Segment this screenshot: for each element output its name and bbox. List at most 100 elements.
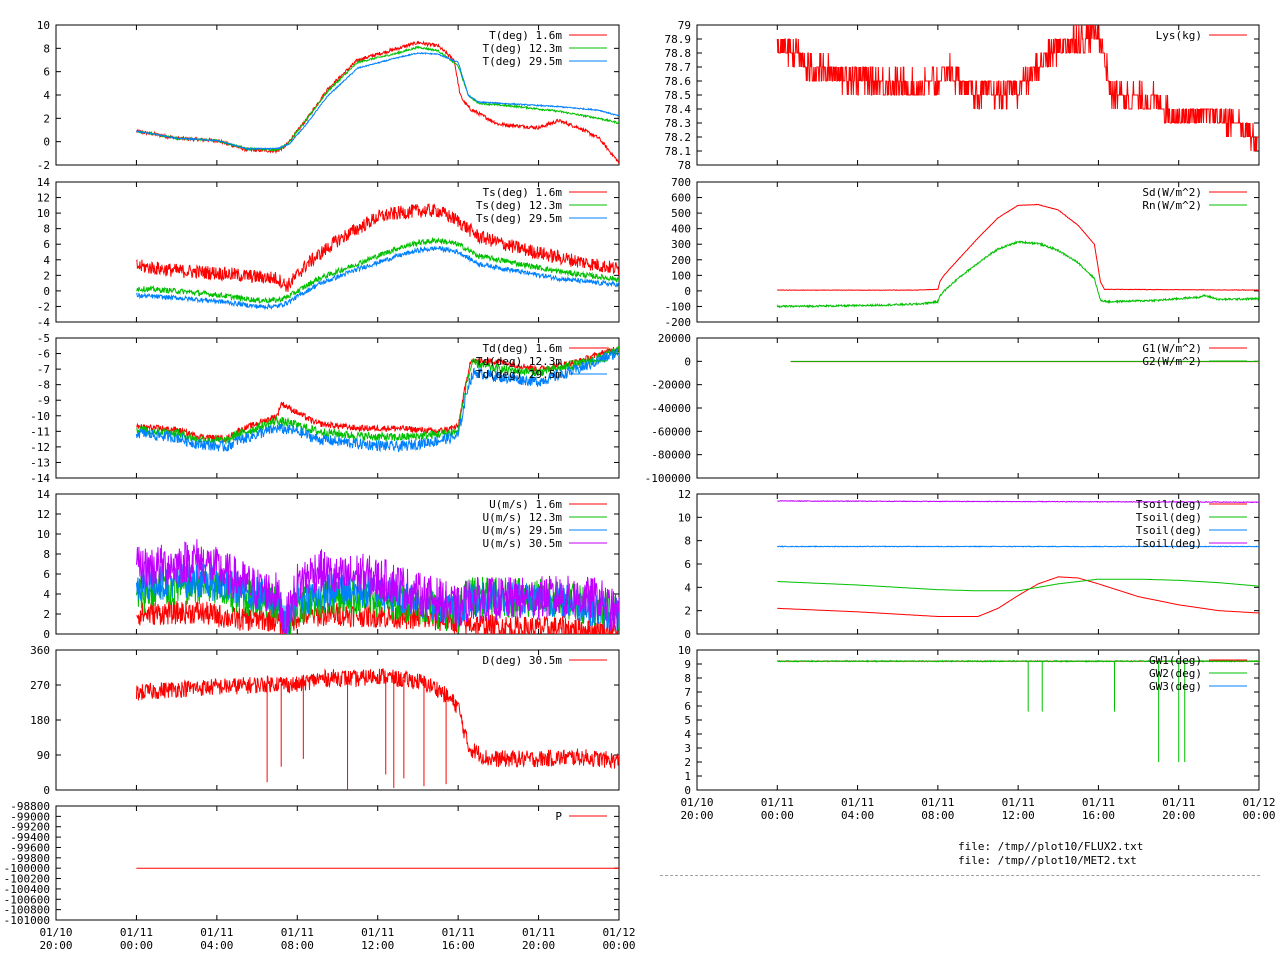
y-tick-label: 400 bbox=[671, 223, 691, 236]
legend-label: U(m/s) 12.3m bbox=[483, 511, 563, 524]
y-tick-label: 12 bbox=[678, 488, 691, 501]
legend-label: Ts(deg) 1.6m bbox=[483, 186, 563, 199]
y-tick-label: -100 bbox=[665, 300, 692, 313]
x-tick-label-date: 01/11 bbox=[522, 926, 555, 939]
y-tick-label: 10 bbox=[678, 511, 691, 524]
x-tick-label-date: 01/10 bbox=[39, 926, 72, 939]
x-tick-label-time: 12:00 bbox=[361, 939, 394, 952]
x-tick-label-time: 04:00 bbox=[841, 809, 874, 822]
y-tick-label: -14 bbox=[30, 472, 50, 485]
legend-label: Td(deg) 12.3m bbox=[476, 355, 562, 368]
x-tick-label-time: 12:00 bbox=[1002, 809, 1035, 822]
y-tick-label: -200 bbox=[665, 316, 692, 329]
y-tick-label: 90 bbox=[37, 749, 50, 762]
y-tick-label: 10 bbox=[678, 644, 691, 657]
y-tick-label: -60000 bbox=[651, 425, 691, 438]
y-tick-label: 0 bbox=[684, 355, 691, 368]
plot-frame bbox=[55, 181, 620, 323]
x-tick-label-time: 00:00 bbox=[1242, 809, 1275, 822]
x-tick-label-date: 01/11 bbox=[120, 926, 153, 939]
x-tick-label-date: 01/11 bbox=[1002, 796, 1035, 809]
y-tick-label: -99800 bbox=[10, 852, 50, 865]
y-tick-label: -100600 bbox=[4, 893, 50, 906]
x-tick-label-time: 00:00 bbox=[761, 809, 794, 822]
y-tick-label: -7 bbox=[37, 363, 50, 376]
y-tick-label: 10 bbox=[37, 207, 50, 220]
legend-label: Tsoil(deg) bbox=[1136, 511, 1202, 524]
series-line-SdRn-0 bbox=[776, 203, 1259, 291]
y-tick-label: 0 bbox=[43, 136, 50, 149]
x-tick-label-date: 01/11 bbox=[200, 926, 233, 939]
x-tick-label-time: 20:00 bbox=[522, 939, 555, 952]
chart-GW: 01234567891001/1020:0001/1100:0001/1104:… bbox=[678, 644, 1276, 822]
legend-label: Tsoil(deg) bbox=[1136, 498, 1202, 511]
y-tick-label: -99400 bbox=[10, 831, 50, 844]
y-tick-label: -6 bbox=[37, 348, 50, 361]
y-tick-label: 79 bbox=[678, 19, 691, 32]
series-line-SdRn-1 bbox=[776, 239, 1259, 309]
y-tick-label: 7 bbox=[684, 686, 691, 699]
x-tick-label-time: 04:00 bbox=[200, 939, 233, 952]
y-tick-label: 2 bbox=[43, 269, 50, 282]
file-list: file: /tmp//plot10/FLUX2.txt file: /tmp/… bbox=[958, 840, 1143, 868]
y-tick-label: 78.1 bbox=[665, 145, 692, 158]
series-line-Td-1 bbox=[136, 346, 619, 445]
y-tick-label: 270 bbox=[30, 679, 50, 692]
y-tick-label: 6 bbox=[43, 66, 50, 79]
x-tick-label-date: 01/11 bbox=[281, 926, 314, 939]
y-tick-label: 4 bbox=[684, 728, 691, 741]
y-tick-label: 78.3 bbox=[665, 117, 692, 130]
y-tick-label: 78.9 bbox=[665, 33, 692, 46]
y-tick-label: 20000 bbox=[658, 332, 691, 345]
series-line-T-2 bbox=[136, 52, 619, 151]
x-tick-label-date: 01/11 bbox=[361, 926, 394, 939]
plot-frame bbox=[55, 493, 620, 635]
legend-label: Ts(deg) 12.3m bbox=[476, 199, 562, 212]
y-tick-label: 500 bbox=[671, 207, 691, 220]
x-tick-label-date: 01/11 bbox=[1162, 796, 1195, 809]
series-line-U-0 bbox=[136, 599, 619, 634]
y-tick-label: 6 bbox=[684, 700, 691, 713]
y-tick-label: 78 bbox=[678, 159, 691, 172]
y-tick-label: -100800 bbox=[4, 904, 50, 917]
y-tick-label: 5 bbox=[684, 714, 691, 727]
chart-P: -101000-100800-100600-100400-100200-1000… bbox=[4, 800, 636, 952]
y-tick-label: 6 bbox=[684, 558, 691, 571]
y-tick-label: 4 bbox=[43, 254, 50, 267]
x-tick-label-time: 16:00 bbox=[442, 939, 475, 952]
y-tick-label: -40000 bbox=[651, 402, 691, 415]
legend-label: Ts(deg) 29.5m bbox=[476, 212, 562, 225]
y-tick-label: -99600 bbox=[10, 841, 50, 854]
y-tick-label: 10 bbox=[37, 19, 50, 32]
series-line-Ts-1 bbox=[136, 236, 619, 305]
y-tick-label: -100400 bbox=[4, 883, 50, 896]
legend-label: Lys(kg) bbox=[1156, 29, 1202, 42]
y-tick-label: -10 bbox=[30, 410, 50, 423]
x-tick-label-date: 01/12 bbox=[1242, 796, 1275, 809]
x-tick-label-date: 01/11 bbox=[921, 796, 954, 809]
y-tick-label: 2 bbox=[684, 605, 691, 618]
x-tick-label-date: 01/11 bbox=[841, 796, 874, 809]
y-tick-label: -100000 bbox=[4, 862, 50, 875]
y-tick-label: -98800 bbox=[10, 800, 50, 813]
series-line-Tsoil-0 bbox=[777, 576, 1259, 617]
y-tick-label: 2 bbox=[43, 608, 50, 621]
y-tick-label: -20000 bbox=[651, 379, 691, 392]
y-tick-label: 78.5 bbox=[665, 89, 692, 102]
y-tick-label: 8 bbox=[43, 42, 50, 55]
y-tick-label: 10 bbox=[37, 528, 50, 541]
y-tick-label: 12 bbox=[37, 192, 50, 205]
x-tick-label-date: 01/11 bbox=[1082, 796, 1115, 809]
plot-frame bbox=[696, 181, 1260, 323]
chart-G: -100000 -80000 -60000 -40000 -20000 0 20000 G1(… bbox=[645, 332, 1260, 485]
y-tick-label: 200 bbox=[671, 254, 691, 267]
y-tick-label: 1 bbox=[684, 770, 691, 783]
y-tick-label: 8 bbox=[684, 672, 691, 685]
legend-label: GW1(deg) bbox=[1149, 654, 1202, 667]
legend-label: GW3(deg) bbox=[1149, 680, 1202, 693]
x-tick-label-time: 08:00 bbox=[921, 809, 954, 822]
x-tick-label-time: 20:00 bbox=[680, 809, 713, 822]
plot-frame bbox=[55, 337, 620, 479]
legend-label: Tsoil(deg) bbox=[1136, 524, 1202, 537]
series-line-Ts-2 bbox=[135, 245, 619, 311]
